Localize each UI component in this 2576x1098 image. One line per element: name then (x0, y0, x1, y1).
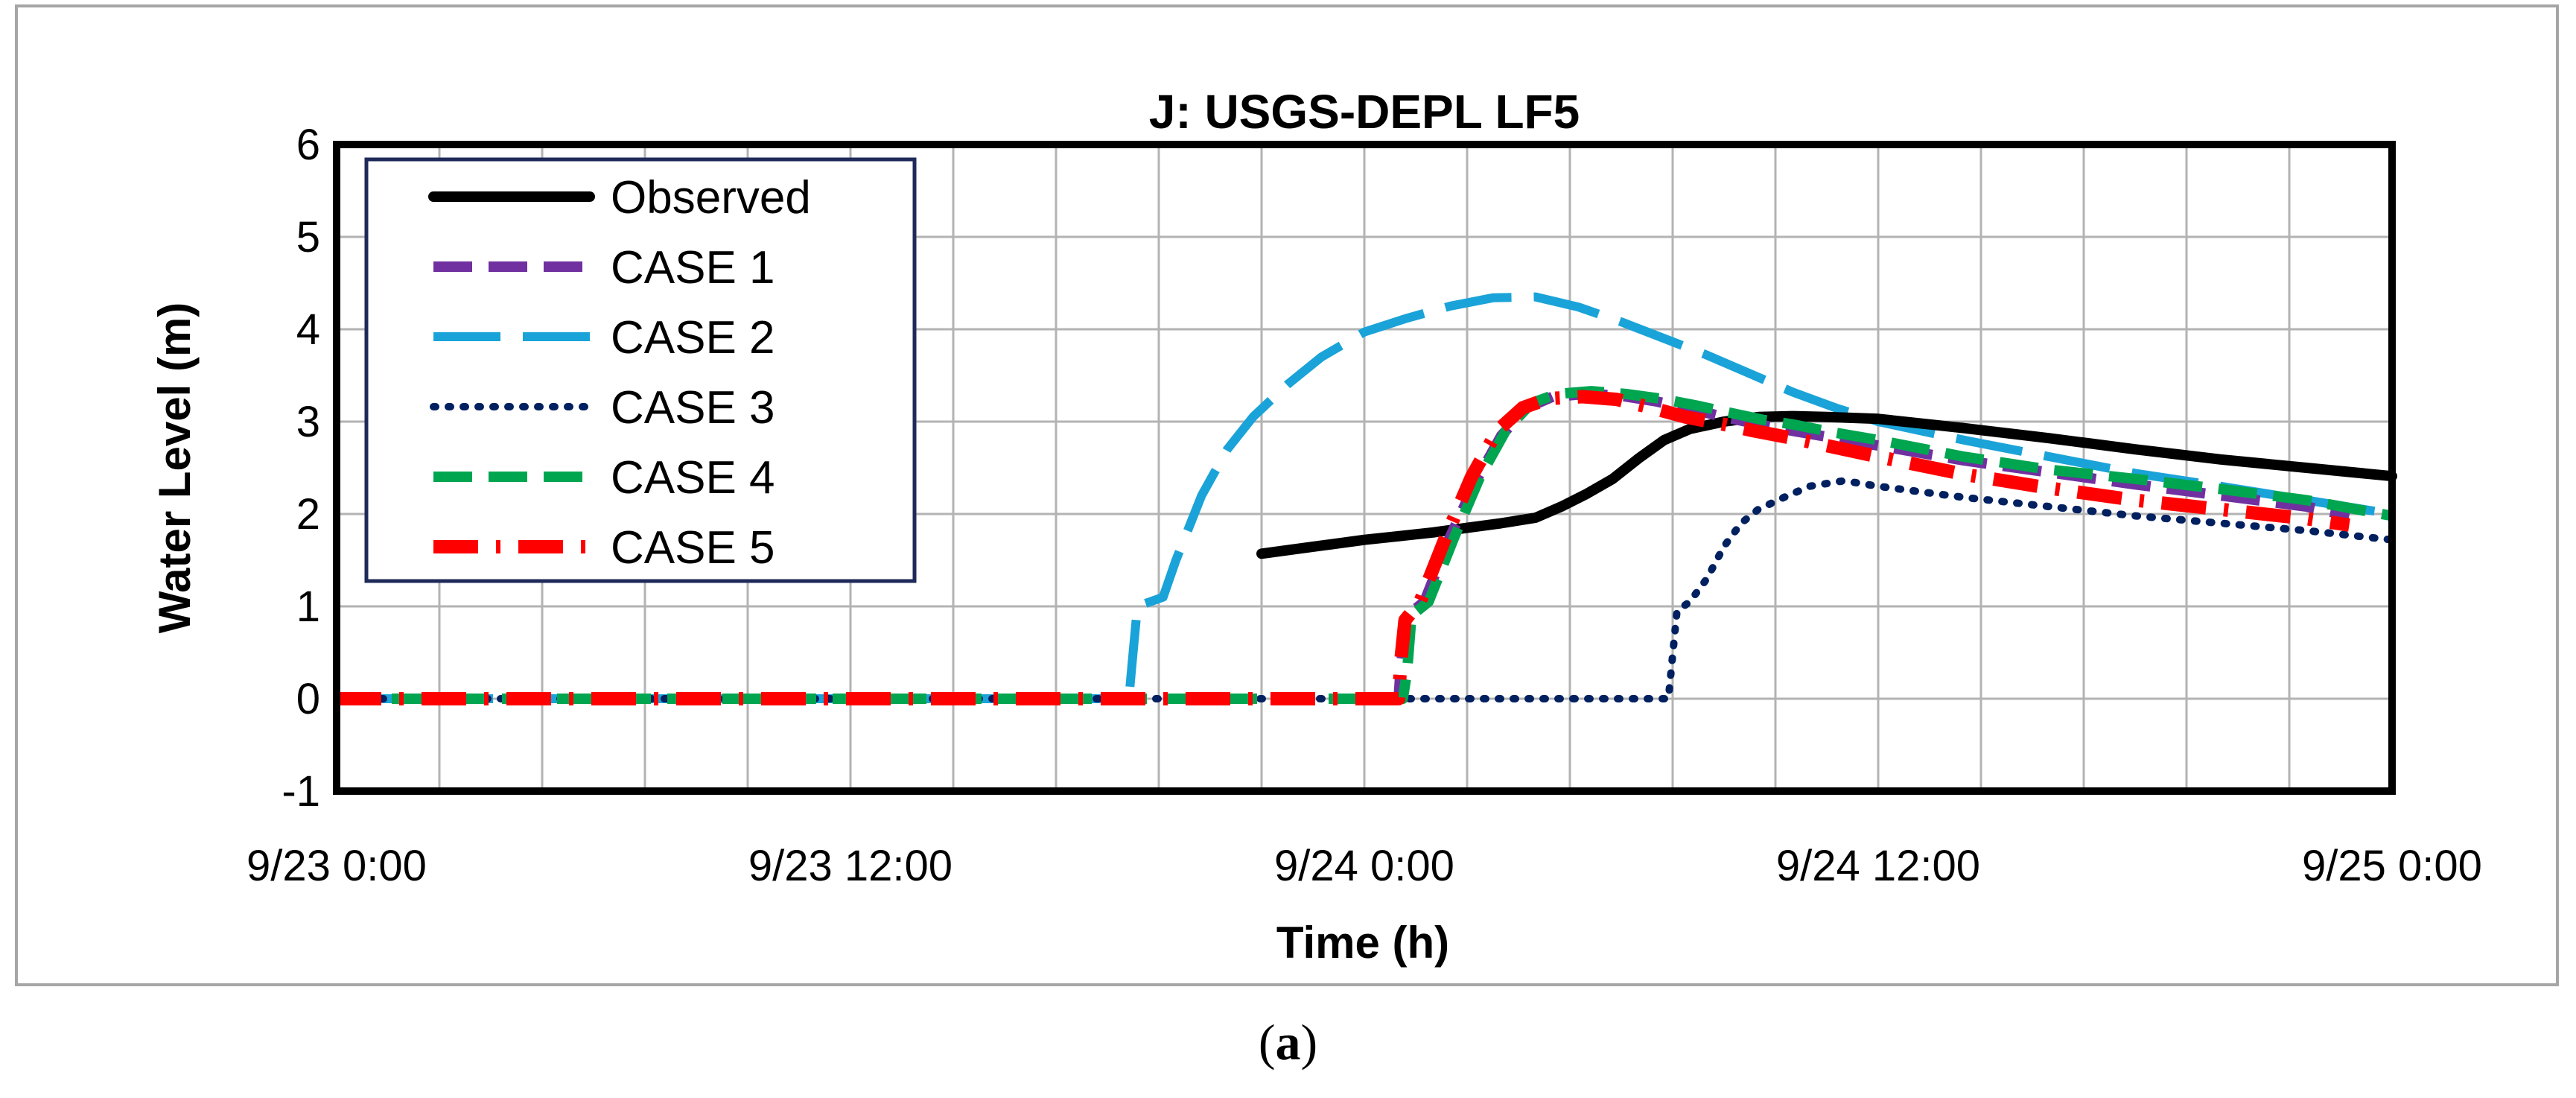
y-tick-label: 4 (296, 305, 320, 354)
legend: Observed CASE 1 CASE 2 CASE 3 CASE 4 CASE 5 (364, 157, 917, 583)
caption-letter: a (1275, 1014, 1301, 1070)
x-tick-label: 9/24 12:00 (1776, 842, 1980, 890)
tick-labels: -1 0 1 2 3 4 5 6 9/23 0:00 9/23 12:00 9/24 0:00 9/2… (247, 121, 2482, 890)
series-line-case-2 (337, 292, 2393, 703)
figure-caption: (a) (0, 1013, 2576, 1072)
legend-label-case-2: CASE 2 (611, 312, 775, 364)
x-tick-label: 9/23 12:00 (748, 842, 953, 890)
legend-box (364, 157, 917, 583)
y-tick-label: 1 (296, 583, 320, 631)
y-tick-label: 5 (296, 213, 320, 261)
series-layer (333, 292, 2397, 705)
x-tick-label: 9/23 0:00 (247, 842, 427, 890)
y-tick-label: -1 (282, 767, 320, 816)
caption-close: ) (1300, 1014, 1318, 1070)
legend-label-case-1: CASE 1 (611, 242, 775, 293)
y-tick-label: 6 (296, 121, 320, 169)
legend-label-case-4: CASE 4 (611, 452, 775, 504)
x-tick-label: 9/25 0:00 (2302, 842, 2482, 890)
series-line-observed (1256, 410, 2397, 559)
plot-area-border (333, 141, 2396, 795)
caption-open: ( (1258, 1014, 1276, 1070)
y-tick-label: 2 (296, 490, 320, 539)
legend-label-case-3: CASE 3 (611, 382, 775, 434)
y-axis-label: Water Level (m) (150, 302, 200, 634)
x-axis-label: Time (h) (1276, 918, 1449, 968)
x-tick-label: 9/24 0:00 (1274, 842, 1454, 890)
y-tick-label: 3 (296, 398, 320, 446)
line-chart: -1 0 1 2 3 4 5 6 9/23 0:00 9/23 12:00 9/24 0:00 9/2… (150, 85, 2482, 968)
legend-label-case-5: CASE 5 (611, 522, 775, 574)
series-line-case-4 (337, 386, 2394, 704)
chart-title: J: USGS-DEPL LF5 (1149, 85, 1580, 139)
series-line-case-3 (333, 477, 2396, 702)
y-tick-label: 0 (296, 675, 320, 723)
legend-label-observed: Observed (611, 172, 811, 223)
